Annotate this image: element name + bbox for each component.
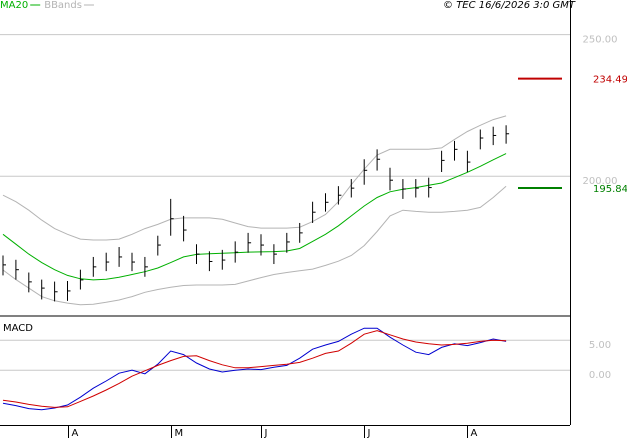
- x-tick-label: J: [367, 428, 371, 439]
- y-tick-label: 200.00: [583, 176, 618, 187]
- x-tick-label: M: [175, 428, 184, 439]
- x-tick-label: J: [264, 428, 268, 439]
- copyright: © TEC 16/6/2026 3:0 GMT: [443, 0, 576, 11]
- legend-label: MA20: [0, 0, 28, 11]
- panel-title: MACD: [3, 323, 33, 334]
- y-tick-label: 250.00: [583, 35, 618, 46]
- legend-label: BBands: [44, 0, 82, 11]
- level-label: 234.49: [593, 75, 627, 86]
- macd-line: [2, 327, 507, 411]
- ma-line: [2, 153, 507, 281]
- macd-line: [2, 330, 507, 408]
- level-label: 195.84: [593, 184, 627, 195]
- band-upper: [2, 115, 507, 241]
- y-tick-label: 5.00: [589, 340, 611, 351]
- y-tick-label: 0.00: [589, 370, 611, 381]
- x-tick-label: A: [72, 428, 79, 439]
- band-lower: [2, 185, 507, 306]
- x-tick-label: A: [471, 428, 478, 439]
